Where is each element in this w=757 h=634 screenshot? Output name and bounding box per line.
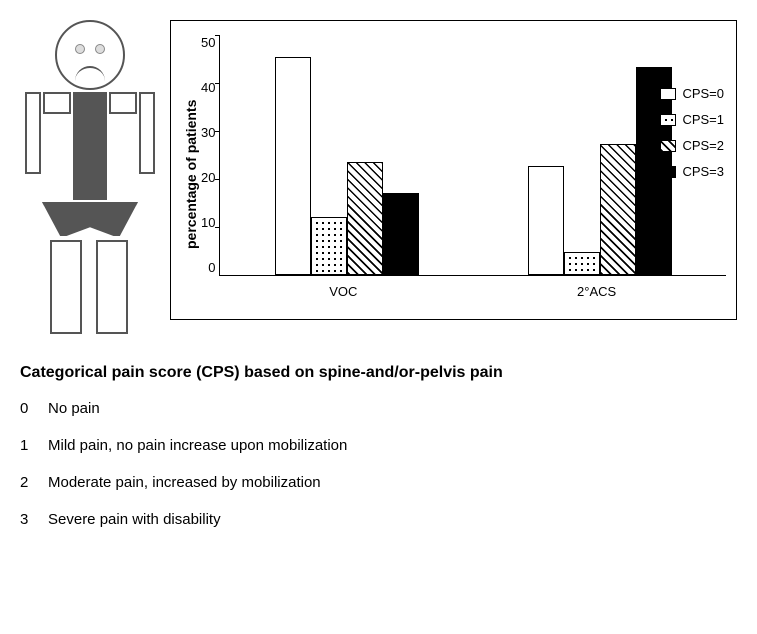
caption-text: No pain	[48, 400, 100, 417]
caption-key: 0	[20, 400, 34, 417]
caption-text: Severe pain with disability	[48, 511, 221, 528]
legend-item-CPS=0: CPS=0	[660, 81, 724, 107]
figure-arm-left	[25, 92, 41, 174]
bar-VOC-CPS=0	[275, 57, 311, 275]
figure-head	[55, 20, 125, 90]
bar-VOC-CPS=1	[311, 217, 347, 275]
caption-item-3: 3 Severe pain with disability	[20, 511, 737, 528]
ytick-20: 20	[201, 170, 215, 185]
chart-yaxis: 50 40 30 20 10 0	[201, 35, 219, 275]
legend-label-CPS=3: CPS=3	[682, 159, 724, 185]
figure-eye-right	[95, 44, 105, 54]
figure-leg-right	[96, 240, 128, 334]
caption-key: 3	[20, 511, 34, 528]
ytick-40: 40	[201, 80, 215, 95]
ytick-0: 0	[208, 260, 215, 275]
ytick-30: 30	[201, 125, 215, 140]
figure-eye-left	[75, 44, 85, 54]
figure-torso-highlighted	[73, 92, 107, 200]
legend-swatch-CPS=0	[660, 88, 676, 100]
chart-xaxis: VOC 2°ACS	[219, 276, 726, 299]
bar-VOC-CPS=2	[347, 162, 383, 275]
bar-2°ACS-CPS=2	[600, 144, 636, 275]
legend-item-CPS=1: CPS=1	[660, 107, 724, 133]
caption-item-2: 2 Moderate pain, increased by mobilizatio…	[20, 474, 737, 491]
caption-title: Categorical pain score (CPS) based on sp…	[20, 364, 737, 382]
chart-plot-area	[219, 35, 726, 276]
legend-swatch-CPS=1	[660, 114, 676, 126]
caption-text: Mild pain, no pain increase upon mobiliz…	[48, 437, 347, 454]
ytick-10: 10	[201, 215, 215, 230]
bar-2°ACS-CPS=1	[564, 252, 600, 275]
bar-group-2°ACS	[528, 67, 672, 275]
legend-item-CPS=3: CPS=3	[660, 159, 724, 185]
figure-mouth-sad	[75, 66, 105, 83]
figure-arm-right	[139, 92, 155, 174]
figure-shoulder-right	[109, 92, 137, 114]
body-figure	[20, 20, 160, 340]
legend-label-CPS=0: CPS=0	[682, 81, 724, 107]
chart-legend: CPS=0CPS=1CPS=2CPS=3	[660, 81, 724, 185]
caption-item-0: 0 No pain	[20, 400, 737, 417]
legend-label-CPS=1: CPS=1	[682, 107, 724, 133]
bar-group-VOC	[275, 57, 419, 275]
xlabel-VOC: VOC	[329, 284, 357, 299]
chart-frame: percentage of patients 50 40 30 20 10 0 …	[170, 20, 737, 320]
ytick-50: 50	[201, 35, 215, 50]
caption-block: Categorical pain score (CPS) based on sp…	[20, 364, 737, 528]
legend-swatch-CPS=2	[660, 140, 676, 152]
caption-item-1: 1 Mild pain, no pain increase upon mobili…	[20, 437, 737, 454]
caption-key: 1	[20, 437, 34, 454]
xlabel-2°ACS: 2°ACS	[577, 284, 616, 299]
bar-VOC-CPS=3	[383, 193, 419, 275]
caption-key: 2	[20, 474, 34, 491]
caption-text: Moderate pain, increased by mobilization	[48, 474, 321, 491]
figure-leg-left	[50, 240, 82, 334]
figure-shoulder-left	[43, 92, 71, 114]
figure-pelvis-highlighted	[42, 202, 138, 236]
top-row: percentage of patients 50 40 30 20 10 0 …	[20, 20, 737, 340]
legend-swatch-CPS=3	[660, 166, 676, 178]
chart-ylabel: percentage of patients	[181, 35, 201, 313]
bar-2°ACS-CPS=0	[528, 166, 564, 275]
legend-label-CPS=2: CPS=2	[682, 133, 724, 159]
legend-item-CPS=2: CPS=2	[660, 133, 724, 159]
